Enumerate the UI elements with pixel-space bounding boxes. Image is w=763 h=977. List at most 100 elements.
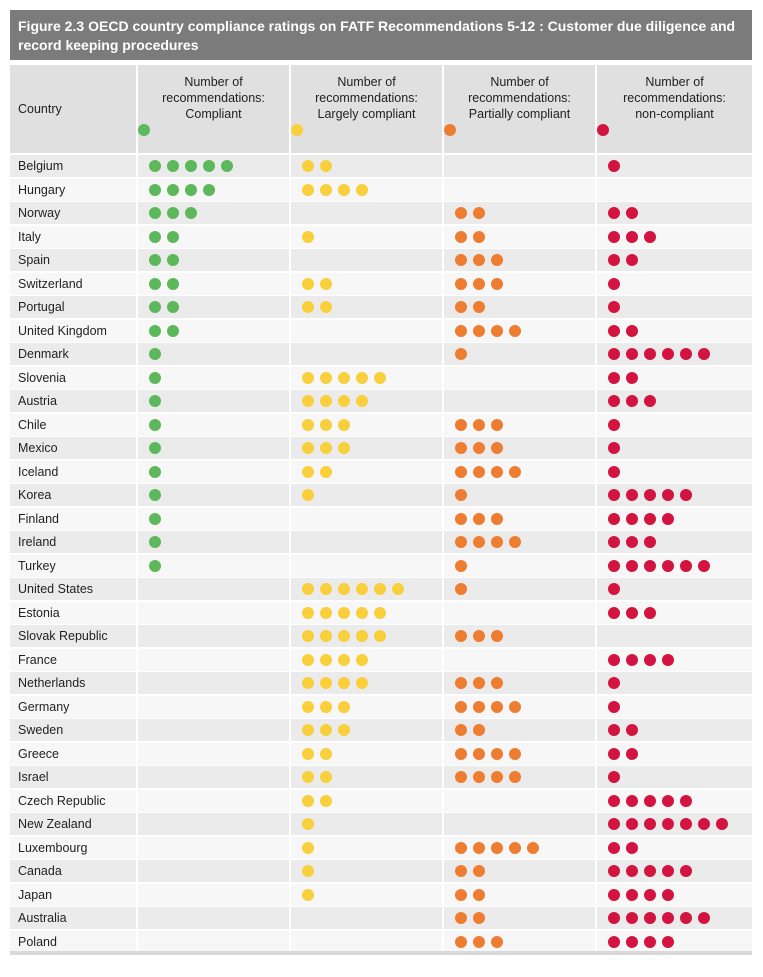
partially-compliant-dot bbox=[473, 207, 485, 219]
compliant-dot bbox=[185, 160, 197, 172]
header-partially-line2: recommendations: bbox=[468, 91, 571, 105]
non-compliant-dot bbox=[608, 865, 620, 877]
largely-compliant-dot bbox=[320, 465, 332, 478]
country-label: Norway bbox=[10, 202, 136, 224]
non-compliant-dot bbox=[608, 254, 620, 266]
non-compliant-dot bbox=[608, 489, 620, 501]
largely-compliant-cell bbox=[291, 413, 442, 436]
partially-compliant-dot bbox=[473, 912, 485, 924]
compliant-cell bbox=[138, 742, 289, 765]
table-row: United States bbox=[10, 578, 752, 600]
non-compliant-dot bbox=[626, 559, 638, 572]
non-compliant-dot bbox=[608, 841, 620, 854]
non-compliant-cell bbox=[597, 390, 752, 412]
partially-compliant-dot bbox=[527, 841, 539, 854]
partially-compliant-dot bbox=[473, 442, 485, 454]
non-compliant-cell bbox=[597, 883, 752, 906]
non-compliant-dot bbox=[608, 677, 620, 689]
compliant-dot bbox=[167, 183, 179, 196]
non-compliant-dot bbox=[644, 512, 656, 525]
compliant-dot bbox=[203, 183, 215, 196]
country-label: Japan bbox=[10, 883, 136, 906]
table-row: Slovak Republic bbox=[10, 625, 752, 647]
non-compliant-dot bbox=[608, 724, 620, 736]
partially-compliant-cell bbox=[444, 249, 595, 271]
table-row: France bbox=[10, 648, 752, 671]
largely-compliant-cell bbox=[291, 484, 442, 506]
non-compliant-dot bbox=[662, 653, 674, 666]
non-compliant-dot bbox=[716, 818, 728, 830]
largely-compliant-dot bbox=[320, 183, 332, 196]
compliant-cell bbox=[138, 437, 289, 459]
table-row: Czech Republic bbox=[10, 789, 752, 812]
largely-compliant-cell bbox=[291, 883, 442, 906]
non-compliant-cell bbox=[597, 625, 752, 647]
largely-compliant-cell bbox=[291, 648, 442, 671]
non-compliant-dot bbox=[680, 818, 692, 830]
compliant-cell bbox=[138, 813, 289, 835]
table-row: United Kingdom bbox=[10, 319, 752, 342]
compliant-dot bbox=[185, 183, 197, 196]
non-compliant-cell bbox=[597, 343, 752, 365]
non-compliant-dot bbox=[644, 865, 656, 877]
non-compliant-dot bbox=[608, 536, 620, 548]
partially-compliant-dot bbox=[455, 489, 467, 501]
non-compliant-dot bbox=[644, 818, 656, 830]
compliant-cell bbox=[138, 930, 289, 953]
largely-compliant-dot bbox=[338, 606, 350, 619]
largely-compliant-cell bbox=[291, 249, 442, 271]
largely-compliant-dot bbox=[320, 677, 332, 689]
largely-compliant-cell bbox=[291, 202, 442, 224]
table-row: Portugal bbox=[10, 296, 752, 318]
header-largely-line1: Number of bbox=[337, 75, 396, 89]
partially-compliant-dot bbox=[455, 677, 467, 689]
largely-compliant-dot bbox=[338, 700, 350, 713]
partially-compliant-dot bbox=[509, 747, 521, 760]
partially-compliant-dot bbox=[455, 348, 467, 360]
non-compliant-cell bbox=[597, 531, 752, 553]
largely-compliant-dot bbox=[302, 606, 314, 619]
country-label: Denmark bbox=[10, 343, 136, 365]
largely-compliant-cell bbox=[291, 625, 442, 647]
compliant-dot bbox=[149, 442, 161, 454]
non-compliant-dot bbox=[662, 489, 674, 501]
country-label: Poland bbox=[10, 930, 136, 953]
largely-compliant-dot bbox=[338, 677, 350, 689]
non-compliant-cell bbox=[597, 413, 752, 436]
partially-compliant-dot bbox=[455, 630, 467, 642]
largely-compliant-cell bbox=[291, 554, 442, 577]
partially-compliant-dot bbox=[473, 724, 485, 736]
largely-compliant-dot bbox=[356, 183, 368, 196]
partially-compliant-dot bbox=[455, 465, 467, 478]
partially-compliant-dot bbox=[473, 324, 485, 337]
compliant-cell bbox=[138, 178, 289, 201]
largely-compliant-dot bbox=[356, 395, 368, 407]
header-country: Country bbox=[10, 65, 136, 153]
partially-compliant-dot bbox=[455, 512, 467, 525]
compliant-dot bbox=[167, 207, 179, 219]
largely-compliant-dot bbox=[338, 183, 350, 196]
partially-compliant-dot bbox=[473, 630, 485, 642]
largely-compliant-dot bbox=[320, 630, 332, 642]
compliant-dot bbox=[149, 512, 161, 525]
largely-compliant-cell bbox=[291, 437, 442, 459]
table-row: Estonia bbox=[10, 601, 752, 624]
non-compliant-cell bbox=[597, 648, 752, 671]
largely-compliant-dot bbox=[338, 724, 350, 736]
partially-compliant-cell bbox=[444, 930, 595, 953]
non-compliant-dot bbox=[608, 794, 620, 807]
compliant-dot bbox=[167, 230, 179, 243]
compliant-cell bbox=[138, 202, 289, 224]
partially-compliant-cell bbox=[444, 578, 595, 600]
partially-compliant-dot bbox=[509, 700, 521, 713]
figure-title: OECD country compliance ratings on FATF … bbox=[18, 18, 736, 53]
largely-compliant-cell bbox=[291, 272, 442, 295]
partially-compliant-dot bbox=[491, 700, 503, 713]
partially-compliant-dot bbox=[455, 277, 467, 290]
largely-compliant-dot bbox=[302, 818, 314, 830]
compliant-dot bbox=[167, 301, 179, 313]
country-label: Israel bbox=[10, 766, 136, 788]
figure-title-bar: Figure 2.3 OECD country compliance rating… bbox=[10, 10, 752, 60]
non-compliant-dot bbox=[644, 348, 656, 360]
non-compliant-dot bbox=[644, 935, 656, 948]
